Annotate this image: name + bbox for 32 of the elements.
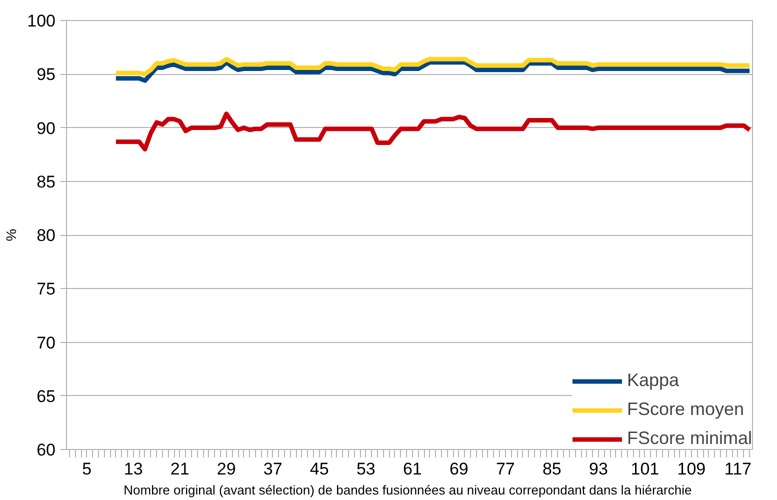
y-tick-label: 75 — [36, 280, 56, 299]
legend-label: FScore minimal — [626, 428, 752, 449]
x-tick-label: 13 — [124, 460, 143, 478]
line-series — [114, 56, 752, 76]
x-tick-label: 5 — [82, 460, 92, 478]
y-tick-label: 90 — [36, 118, 56, 138]
y-tick-label: 80 — [36, 226, 56, 245]
legend-label: Kappa — [626, 370, 680, 391]
y-tick-label: 65 — [36, 386, 56, 406]
x-tick-label: 101 — [630, 460, 660, 478]
x-tick-label: 109 — [677, 460, 706, 478]
y-tick-label: 100 — [27, 12, 56, 30]
y-tick-label: 70 — [36, 333, 56, 352]
x-tick-label: 69 — [449, 460, 468, 478]
legend-label: FScore moyen — [626, 399, 744, 420]
x-tick-label: 53 — [356, 460, 376, 478]
y-tick-label: 95 — [36, 65, 56, 84]
x-axis-title: Nombre original (avant sélection) de bandes fusionnées au niveau correpondant dans la hiérarchie — [124, 482, 692, 498]
x-tick-label: 45 — [310, 460, 329, 478]
x-tick-label: 29 — [216, 460, 236, 478]
x-tick-label: 61 — [402, 460, 422, 478]
y-tick-label: 85 — [36, 172, 56, 192]
x-tick-label: 77 — [496, 460, 515, 478]
line-series — [114, 60, 752, 83]
x-tick-label: 37 — [263, 460, 282, 478]
y-tick-label: 60 — [36, 440, 56, 460]
x-tick-label: 93 — [588, 460, 608, 478]
line-series — [114, 112, 752, 152]
x-tick-label: 21 — [170, 460, 190, 478]
x-tick-label: 117 — [724, 460, 752, 478]
x-tick-label: 85 — [542, 460, 562, 478]
y-axis-title: % — [3, 228, 20, 242]
